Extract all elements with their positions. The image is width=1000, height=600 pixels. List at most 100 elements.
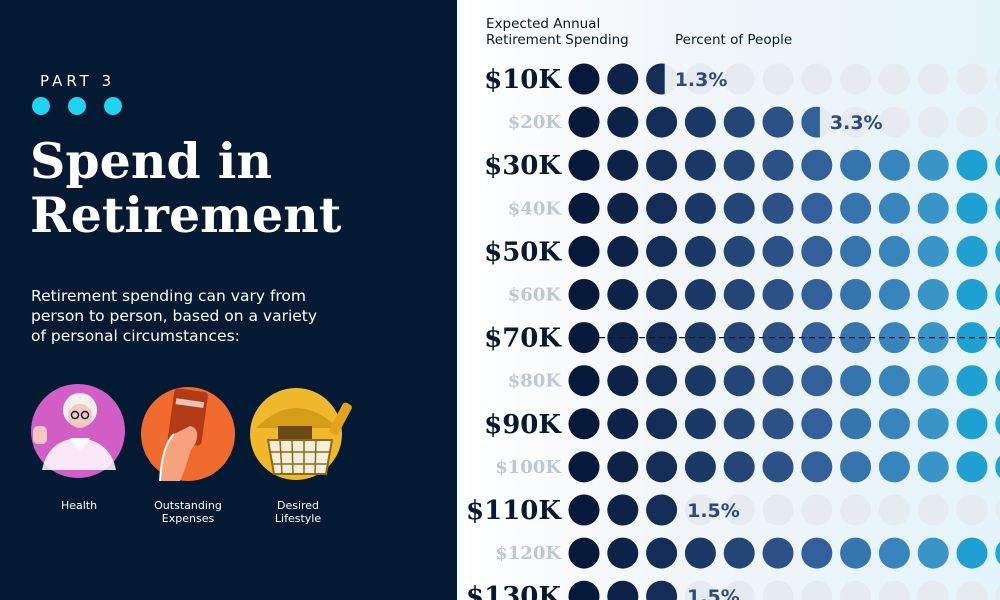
filled-dot (917, 451, 949, 483)
picnic-basket-icon (250, 388, 352, 480)
filled-dot (801, 235, 833, 267)
row-label: $90K (484, 410, 562, 440)
filled-dot (568, 149, 600, 181)
filled-dot (840, 451, 872, 483)
dot-chart: $10K1.3%$20K3.3%$30K$40K$50K5.$60K$70K$8… (466, 63, 1000, 600)
factor-label-expenses: Outstanding Expenses (133, 499, 243, 525)
filled-dot (646, 494, 678, 526)
filled-dot (723, 149, 755, 181)
filled-dot (568, 580, 600, 600)
row-label: $130K (466, 582, 562, 600)
filled-dot (840, 192, 872, 224)
filled-dot (762, 408, 794, 440)
filled-dot (607, 494, 639, 526)
empty-dot (840, 494, 872, 526)
filled-dot (801, 279, 833, 310)
filled-dot (607, 365, 639, 397)
filled-dot (568, 365, 600, 397)
partial-dot (646, 63, 665, 95)
filled-dot (568, 63, 600, 95)
filled-dot (917, 192, 949, 224)
percent-label: 1.3% (675, 69, 728, 91)
filled-dot (917, 235, 949, 267)
filled-dot (607, 451, 639, 483)
empty-dot (995, 67, 1000, 91)
filled-dot (646, 408, 678, 440)
percent-label: 1.5% (687, 586, 740, 600)
factor-label-line: Outstanding (154, 499, 222, 512)
filled-dot (646, 580, 678, 600)
title-line-1: Spend in (30, 132, 273, 190)
filled-dot (995, 283, 1000, 306)
filled-dot (684, 192, 716, 224)
filled-dot (956, 192, 988, 224)
filled-dot (917, 365, 949, 397)
filled-dot (723, 365, 755, 397)
filled-dot (995, 326, 1000, 349)
filled-dot (801, 149, 833, 181)
filled-dot (684, 365, 716, 397)
filled-dot (956, 365, 988, 397)
empty-dot (878, 494, 910, 526)
filled-dot (840, 279, 872, 310)
filled-dot (995, 541, 1000, 565)
row-label: $100K (495, 457, 562, 478)
filled-dot (762, 106, 794, 138)
filled-dot (646, 106, 678, 138)
filled-dot (917, 149, 949, 181)
factor-label-line: Health (60, 499, 98, 512)
row-label: $80K (508, 371, 563, 392)
filled-dot (801, 192, 833, 224)
filled-dot (646, 192, 678, 224)
empty-dot (878, 580, 910, 600)
spending-axis-label: Expected Annual Retirement Spending (486, 16, 629, 48)
empty-dot (684, 580, 716, 600)
filled-dot (762, 365, 794, 397)
filled-dot (568, 494, 600, 526)
filled-dot (684, 106, 716, 138)
partial-dot (995, 455, 1000, 479)
filled-dot (646, 235, 678, 267)
filled-dot (956, 408, 988, 440)
empty-dot (878, 106, 910, 138)
empty-dot (956, 106, 988, 138)
filled-dot (607, 106, 639, 138)
empty-dot (801, 63, 833, 95)
filled-dot (801, 408, 833, 440)
filled-dot (568, 279, 600, 310)
filled-dot (878, 537, 910, 569)
empty-dot (801, 580, 833, 600)
filled-dot (840, 149, 872, 181)
empty-dot (956, 63, 988, 95)
decorative-dot (68, 97, 86, 115)
left-panel: PART 3 Spend in Retirement Retirement sp… (0, 0, 457, 600)
filled-dot (878, 408, 910, 440)
filled-dot (801, 451, 833, 483)
filled-dot (568, 235, 600, 267)
empty-dot (917, 494, 949, 526)
filled-dot (723, 451, 755, 483)
filled-dot (878, 279, 910, 310)
filled-dot (607, 279, 639, 310)
empty-dot (878, 63, 910, 95)
spending-axis-label-line: Retirement Spending (486, 32, 629, 48)
row-label: $30K (484, 151, 562, 181)
row-label: $110K (466, 496, 562, 526)
filled-dot (801, 537, 833, 569)
filled-dot (840, 235, 872, 267)
filled-dot (607, 192, 639, 224)
filled-dot (607, 235, 639, 267)
filled-dot (646, 537, 678, 569)
filled-dot (995, 197, 1000, 220)
filled-dot (995, 369, 1000, 392)
filled-dot (646, 365, 678, 397)
filled-dot (684, 149, 716, 181)
empty-dot (840, 580, 872, 600)
filled-dot (878, 365, 910, 397)
row-label: $70K (484, 324, 562, 354)
filled-dot (607, 408, 639, 440)
filled-dot (568, 451, 600, 483)
credit-card-hand-icon (141, 387, 235, 482)
filled-dot (762, 149, 794, 181)
filled-dot (762, 451, 794, 483)
